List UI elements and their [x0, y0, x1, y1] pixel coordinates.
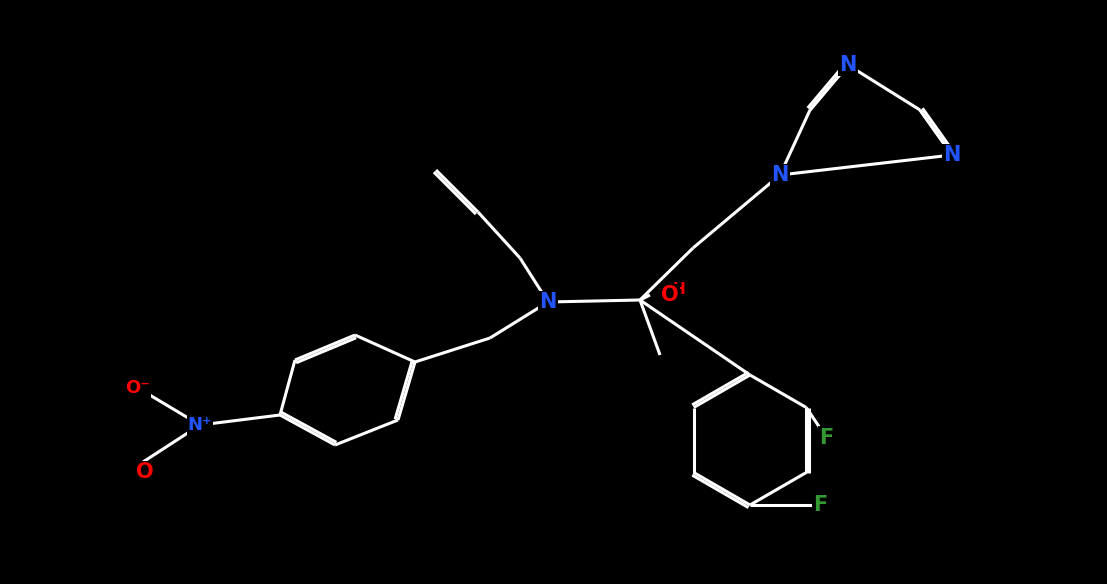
Text: N: N	[539, 292, 557, 312]
Text: N: N	[839, 55, 857, 75]
Text: F: F	[813, 495, 827, 515]
Text: O⁻: O⁻	[125, 379, 151, 397]
Text: O: O	[661, 285, 679, 305]
Text: O: O	[136, 462, 154, 482]
Text: F: F	[819, 427, 834, 447]
Text: N: N	[943, 145, 961, 165]
Text: H: H	[673, 283, 685, 297]
Text: N⁺: N⁺	[188, 416, 213, 434]
Text: N: N	[772, 165, 788, 185]
